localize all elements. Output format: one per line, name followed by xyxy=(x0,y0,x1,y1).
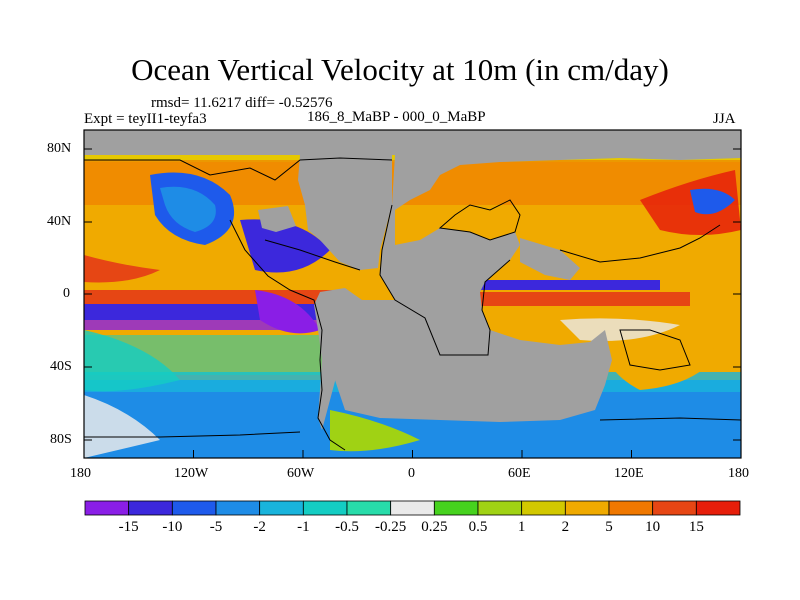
colorbar-label: 0.25 xyxy=(421,519,448,535)
map-panel xyxy=(84,130,741,458)
colorbar-label: -0.25 xyxy=(375,519,407,535)
coast-australia xyxy=(619,329,691,371)
northwest-pacific-high xyxy=(640,170,741,235)
colorbar-label: 0.5 xyxy=(468,519,488,535)
lon-label-60w: 60W xyxy=(287,466,315,481)
island-arc xyxy=(258,206,296,232)
northwest-pacific-low xyxy=(690,188,735,215)
colorbar-swatch xyxy=(171,500,217,516)
colorbar-swatch xyxy=(215,500,261,516)
lon-label-60e: 60E xyxy=(508,466,531,481)
season-label: JJA xyxy=(713,111,736,127)
indian-ocean-north-band xyxy=(480,280,660,290)
equatorial-pacific-band xyxy=(84,290,334,304)
colorbar-label: -10 xyxy=(162,519,183,535)
colorbar-swatch xyxy=(259,500,304,516)
colorbar-swatch xyxy=(390,500,435,516)
southeast-pacific-patch xyxy=(84,330,180,392)
lon-label-120w: 120W xyxy=(174,466,209,481)
land-mask xyxy=(84,130,741,430)
colorbar-swatch xyxy=(608,500,654,516)
colorbar-label: -2 xyxy=(253,519,266,535)
equatorial-minimum-band xyxy=(84,320,334,330)
lat-label-0: 0 xyxy=(63,286,70,301)
lat-label-40s: 40S xyxy=(50,359,72,374)
colorbar-label: -1 xyxy=(297,519,310,535)
colorbar-label: 15 xyxy=(688,519,704,535)
coast-antarctica xyxy=(84,417,741,438)
experiment-label: Expt = teyII1-teyfa3 xyxy=(84,111,207,127)
colorbar-swatch xyxy=(521,500,566,516)
colorbar-swatch xyxy=(433,500,479,516)
south-pacific-neutral xyxy=(84,395,160,458)
south-atlantic-patch xyxy=(330,410,420,452)
colorbar-swatch xyxy=(346,500,392,516)
colorbar-swatch xyxy=(302,500,348,516)
north-pacific-core xyxy=(160,186,216,232)
map-frame xyxy=(83,129,742,459)
lon-label-180e: 180 xyxy=(728,466,749,481)
indian-ocean-equatorial-band xyxy=(480,292,690,306)
colorbar-swatch xyxy=(84,500,130,516)
coast-gulf xyxy=(264,239,361,271)
coastlines xyxy=(84,157,741,451)
coast-north xyxy=(84,157,511,356)
colorbar-swatch xyxy=(128,500,173,516)
arctic-land xyxy=(84,130,741,155)
colorbar-label: 1 xyxy=(517,519,526,535)
colorbar-label: 2 xyxy=(561,519,570,535)
lon-label-180w: 180 xyxy=(70,466,91,481)
coast-asia-south xyxy=(559,224,721,263)
north-america xyxy=(298,155,392,270)
southeast-indian-high xyxy=(600,341,720,390)
coast-west-americas xyxy=(229,219,346,451)
colorbar-label: 5 xyxy=(605,519,613,535)
lon-label-0: 0 xyxy=(408,466,415,481)
colorbar-swatch xyxy=(564,500,610,516)
south-supercontinent xyxy=(335,300,612,422)
difference-label: 186_8_MaBP - 000_0_MaBP xyxy=(307,109,486,125)
equatorial-east-pacific-low xyxy=(255,290,320,334)
lat-label-80n: 80N xyxy=(47,141,72,156)
lon-label-120e: 120E xyxy=(614,466,644,481)
colorbar-label: -15 xyxy=(118,519,139,535)
arabia-india xyxy=(520,238,580,280)
colorbar-label: -0.5 xyxy=(335,519,359,535)
colorbar-label: -5 xyxy=(209,519,223,535)
lat-label-80s: 80S xyxy=(50,432,72,447)
colorbar-swatch xyxy=(477,500,523,516)
colorbar-swatch xyxy=(695,500,741,516)
axis-ticks xyxy=(83,148,742,458)
lat-label-40n: 40N xyxy=(47,214,72,229)
stats-label: rmsd= 11.6217 diff= -0.52576 xyxy=(151,95,333,111)
colorbar-swatch xyxy=(652,500,697,516)
colorbar-label: 10 xyxy=(645,519,661,535)
coast-mediterranean xyxy=(438,199,521,241)
chart-title: Ocean Vertical Velocity at 10m (in cm/da… xyxy=(131,52,669,87)
north-equatorial-pacific-high xyxy=(84,255,160,283)
colorbar xyxy=(84,500,741,516)
